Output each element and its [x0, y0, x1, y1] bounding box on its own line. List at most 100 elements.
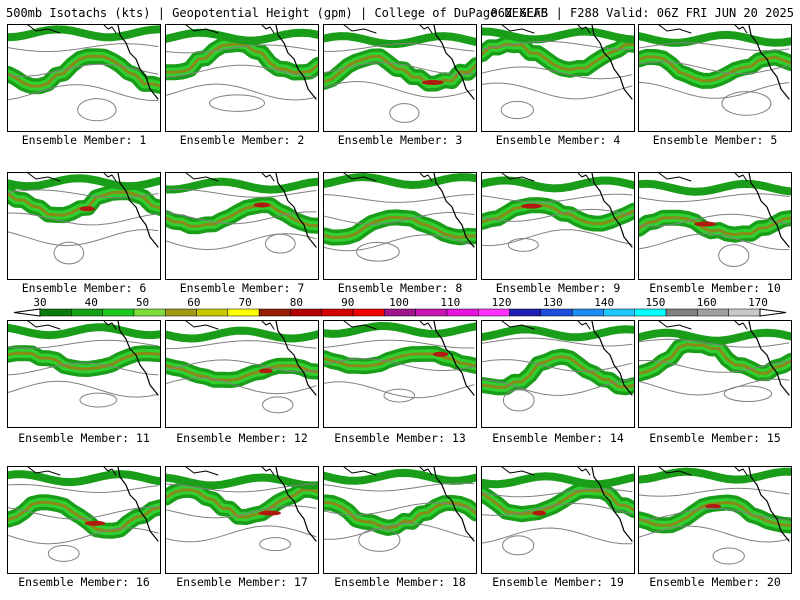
colorbar-segment — [196, 308, 229, 317]
member-map — [8, 467, 160, 562]
coastline — [591, 25, 633, 100]
jet-band-core — [324, 215, 476, 239]
jet-band-core — [166, 203, 318, 228]
jet-band-core — [482, 355, 634, 389]
height-contour — [639, 525, 790, 543]
height-contour — [166, 525, 317, 543]
coastline — [591, 173, 633, 248]
height-contour-closed — [502, 535, 535, 556]
colorbar-arrow-right — [759, 308, 787, 317]
colorbar-tick-label: 80 — [289, 296, 304, 309]
coastline — [117, 321, 159, 396]
coastline-alaska — [501, 467, 535, 476]
coastline-alaska — [501, 25, 535, 34]
jet-max — [432, 351, 449, 357]
member-label: Ensemble Member: 12 — [176, 431, 308, 445]
height-contour — [639, 360, 790, 373]
member-map — [324, 25, 476, 123]
height-contour — [8, 362, 159, 376]
colorbar-segment — [728, 308, 761, 317]
height-contour-closed — [502, 389, 535, 412]
ensemble-panel-6 — [7, 172, 161, 280]
coastline-north — [103, 173, 117, 182]
jet-max — [521, 203, 542, 209]
height-contour — [8, 380, 159, 398]
colorbar-tick-label: 110 — [440, 296, 461, 309]
jet-band-north — [482, 325, 634, 342]
member-map — [482, 25, 634, 120]
member-map — [639, 321, 791, 403]
member-map — [639, 25, 791, 116]
coastline — [748, 173, 790, 248]
coastline — [275, 173, 317, 248]
coastline-north — [577, 467, 591, 476]
ensemble-panel-18 — [323, 466, 477, 574]
coastline-north — [734, 321, 748, 330]
colorbar-segment — [415, 308, 448, 317]
height-contour — [8, 212, 159, 226]
jet-band-north — [639, 467, 791, 484]
colorbar-tick-label: 50 — [135, 296, 150, 309]
coastline — [117, 467, 159, 542]
coastline — [275, 321, 317, 396]
coastline-north — [261, 321, 275, 330]
height-contour-closed — [358, 528, 401, 552]
colorbar-tick-label: 160 — [696, 296, 717, 309]
jet-band-north — [482, 176, 634, 193]
height-contour — [8, 506, 159, 520]
height-contour — [482, 379, 633, 396]
member-map — [639, 467, 791, 565]
height-contour-closed — [259, 537, 292, 552]
height-contour — [166, 64, 317, 78]
height-contour — [166, 188, 317, 198]
ensemble-panel-9 — [481, 172, 635, 280]
jet-band-north — [324, 322, 476, 338]
coastline — [433, 25, 475, 100]
height-contour — [8, 527, 159, 545]
jet-band-core — [166, 488, 318, 519]
jet-max — [79, 206, 95, 212]
height-contour — [482, 193, 633, 203]
height-contour — [324, 81, 475, 98]
jet-max — [253, 202, 271, 208]
member-label: Ensemble Member: 15 — [649, 431, 781, 445]
height-contour-closed — [262, 396, 294, 414]
jet-band-north — [639, 30, 791, 47]
coastline-alaska — [27, 467, 61, 476]
jet-band-north — [8, 25, 160, 42]
colorbar-tick-label: 140 — [594, 296, 615, 309]
coastline-alaska — [185, 25, 219, 34]
jet-max — [259, 368, 273, 374]
ensemble-panel-12 — [165, 320, 319, 428]
coastline-north — [103, 25, 117, 34]
jet-max — [532, 510, 547, 516]
height-contour — [8, 43, 159, 53]
height-contour-closed — [389, 103, 420, 123]
member-label: Ensemble Member: 16 — [18, 575, 150, 589]
colorbar-segment — [478, 308, 510, 317]
height-contour — [639, 213, 790, 227]
jet-band-core — [639, 216, 791, 237]
coastline-north — [734, 173, 748, 182]
height-contour — [324, 523, 475, 540]
height-contour — [324, 194, 475, 203]
height-contour — [639, 378, 790, 396]
member-map — [639, 173, 791, 267]
height-contour-closed — [718, 244, 750, 267]
jet-max — [694, 221, 717, 227]
height-contour — [639, 193, 790, 203]
ensemble-panel-13 — [323, 320, 477, 428]
height-contour — [324, 339, 475, 349]
member-map — [8, 173, 160, 265]
member-label: Ensemble Member: 4 — [495, 133, 621, 147]
height-contour-closed — [264, 233, 296, 254]
member-map — [324, 321, 476, 403]
colorbar-segment — [321, 308, 354, 317]
colorbar-tick-label: 120 — [491, 296, 512, 309]
jet-band-core — [482, 488, 634, 516]
height-contour — [324, 502, 475, 516]
coastline — [433, 467, 475, 542]
coastline-north — [103, 467, 117, 476]
jet-band-core — [324, 352, 476, 368]
coastline-alaska — [27, 25, 61, 34]
